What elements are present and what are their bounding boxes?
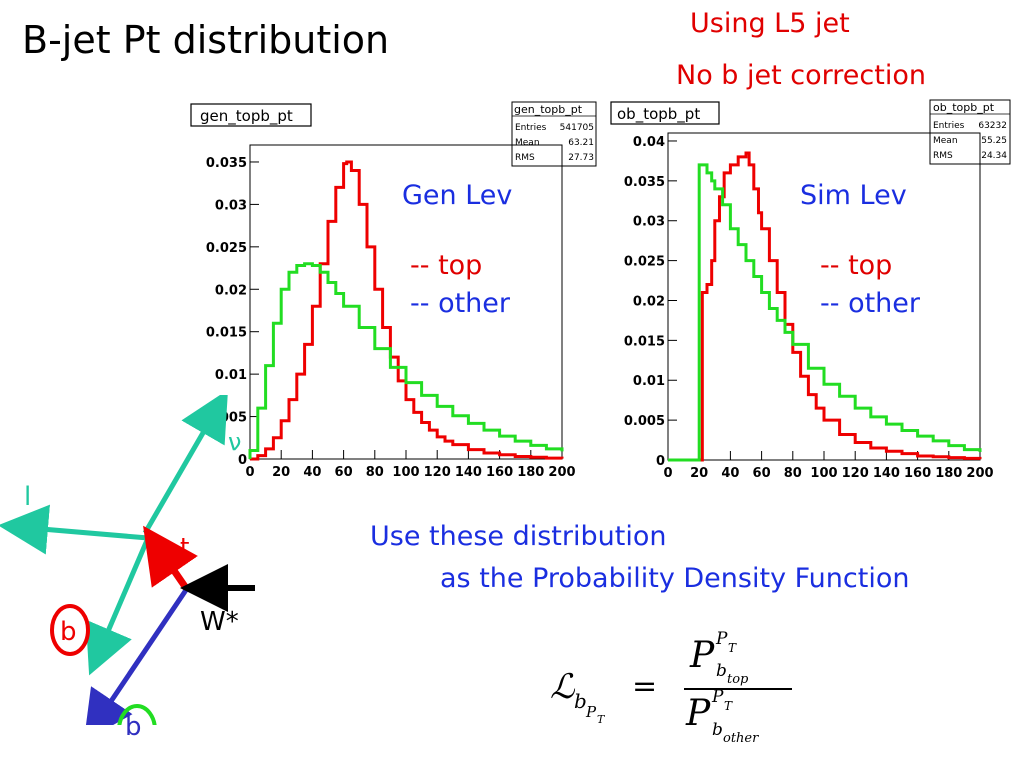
stats-title: ob_topb_pt bbox=[933, 101, 995, 114]
lepton-label: l bbox=[24, 482, 31, 512]
slide-title: B-jet Pt distribution bbox=[22, 18, 390, 62]
nu-label: ν bbox=[228, 428, 241, 456]
stats-entries-label: Entries bbox=[933, 121, 965, 131]
legend-other-left: -- other bbox=[410, 288, 510, 319]
x-tick-label: 80 bbox=[366, 465, 384, 480]
stats-box bbox=[929, 99, 1011, 165]
neutrino-arrow bbox=[142, 395, 229, 535]
note-no-correction: No b jet correction bbox=[676, 60, 926, 91]
stats-entries-value: 541705 bbox=[560, 123, 594, 133]
x-tick-label: 60 bbox=[335, 465, 353, 480]
stats-mean-label: Mean bbox=[515, 138, 540, 148]
x-tick-label: 100 bbox=[810, 466, 837, 481]
x-tick-label: 20 bbox=[690, 466, 708, 481]
stats-box bbox=[511, 101, 597, 167]
x-tick-label: 160 bbox=[486, 465, 513, 480]
y-tick-label: 0 bbox=[656, 454, 665, 469]
x-tick-label: 140 bbox=[455, 465, 482, 480]
b-circle-red bbox=[50, 604, 90, 656]
fraction-bar bbox=[684, 688, 792, 690]
formula-den: P bbox=[686, 693, 711, 734]
w-star-label: W* bbox=[200, 607, 239, 637]
x-tick-label: 180 bbox=[935, 466, 962, 481]
formula-num-subsub: top bbox=[727, 672, 749, 687]
formula-lhs-subsub: P bbox=[586, 703, 597, 721]
formula-den-sub: b bbox=[712, 720, 723, 740]
stats-rms-value: 24.34 bbox=[981, 151, 1007, 161]
formula-num-supsub: T bbox=[728, 641, 737, 655]
x-tick-label: 100 bbox=[392, 465, 419, 480]
y-tick-label: 0.015 bbox=[206, 326, 247, 341]
formula-num-sub: b bbox=[716, 661, 727, 681]
decay-diagram: ν l t W* b bbox=[0, 395, 255, 725]
hist-title-box bbox=[610, 101, 720, 125]
x-tick-label: 60 bbox=[753, 466, 771, 481]
stats-mean-value: 55.25 bbox=[981, 136, 1007, 146]
legend-top-left: -- top bbox=[410, 250, 483, 281]
y-tick-label: 0.02 bbox=[633, 294, 665, 309]
stats-rms-label: RMS bbox=[515, 153, 535, 163]
x-tick-label: 120 bbox=[842, 466, 869, 481]
y-tick-label: 0.01 bbox=[215, 368, 247, 383]
stats-mean-label: Mean bbox=[933, 136, 958, 146]
stats-rms-value: 27.73 bbox=[568, 153, 594, 163]
top-label: t bbox=[180, 533, 189, 561]
b-arrow-2 bbox=[83, 588, 189, 725]
y-tick-label: 0.04 bbox=[633, 135, 665, 150]
gen-level-annotation: Gen Lev bbox=[402, 180, 513, 211]
hist-title: ob_topb_pt bbox=[617, 105, 700, 124]
formula-equals: = bbox=[632, 669, 658, 704]
y-tick-label: 0.035 bbox=[206, 156, 247, 171]
x-tick-label: 0 bbox=[663, 466, 672, 481]
y-tick-label: 0.03 bbox=[215, 198, 247, 213]
x-tick-label: 80 bbox=[784, 466, 802, 481]
stats-title: gen_topb_pt bbox=[514, 103, 583, 116]
b-circle-green bbox=[117, 704, 157, 725]
y-tick-label: 0.03 bbox=[633, 215, 665, 230]
legend-top-right: -- top bbox=[820, 250, 893, 281]
x-tick-label: 200 bbox=[966, 466, 993, 481]
formula-den-sup: P bbox=[712, 687, 724, 707]
formula-den-subsub: other bbox=[723, 731, 759, 746]
x-tick-label: 200 bbox=[548, 465, 575, 480]
y-tick-label: 0.035 bbox=[624, 175, 665, 190]
formula-lhs-subsubsub: T bbox=[597, 713, 605, 726]
hist-title: gen_topb_pt bbox=[200, 107, 293, 126]
sim-level-annotation: Sim Lev bbox=[800, 180, 907, 211]
usage-text-line2: as the Probability Density Function bbox=[440, 563, 910, 594]
y-tick-label: 0.005 bbox=[624, 414, 665, 429]
formula-num: P bbox=[690, 635, 715, 676]
y-tick-label: 0.025 bbox=[624, 255, 665, 270]
b-label-2: b bbox=[125, 712, 142, 742]
y-tick-label: 0.015 bbox=[624, 334, 665, 349]
b-arrow-1 bbox=[85, 537, 151, 676]
legend-other-right: -- other bbox=[820, 288, 920, 319]
formula-den-supsub: T bbox=[724, 699, 733, 713]
hist-title-box bbox=[190, 103, 312, 127]
formula-lhs: ℒ bbox=[550, 667, 575, 707]
b-label-1: b bbox=[60, 617, 77, 647]
stats-entries-label: Entries bbox=[515, 123, 547, 133]
stats-mean-value: 63.21 bbox=[568, 138, 594, 148]
formula-num-sup: P bbox=[716, 629, 728, 649]
note-l5-jet: Using L5 jet bbox=[690, 8, 850, 39]
formula-lhs-sub: b bbox=[574, 689, 587, 713]
x-tick-label: 40 bbox=[721, 466, 739, 481]
x-tick-label: 180 bbox=[517, 465, 544, 480]
y-tick-label: 0.02 bbox=[215, 283, 247, 298]
usage-text-line1: Use these distribution bbox=[370, 521, 667, 552]
stats-entries-value: 63232 bbox=[978, 121, 1007, 131]
lepton-arrow bbox=[0, 504, 149, 555]
x-tick-label: 140 bbox=[873, 466, 900, 481]
y-tick-label: 0.01 bbox=[633, 374, 665, 389]
y-tick-label: 0.025 bbox=[206, 241, 247, 256]
x-tick-label: 120 bbox=[424, 465, 451, 480]
stats-rms-label: RMS bbox=[933, 151, 953, 161]
x-tick-label: 160 bbox=[904, 466, 931, 481]
